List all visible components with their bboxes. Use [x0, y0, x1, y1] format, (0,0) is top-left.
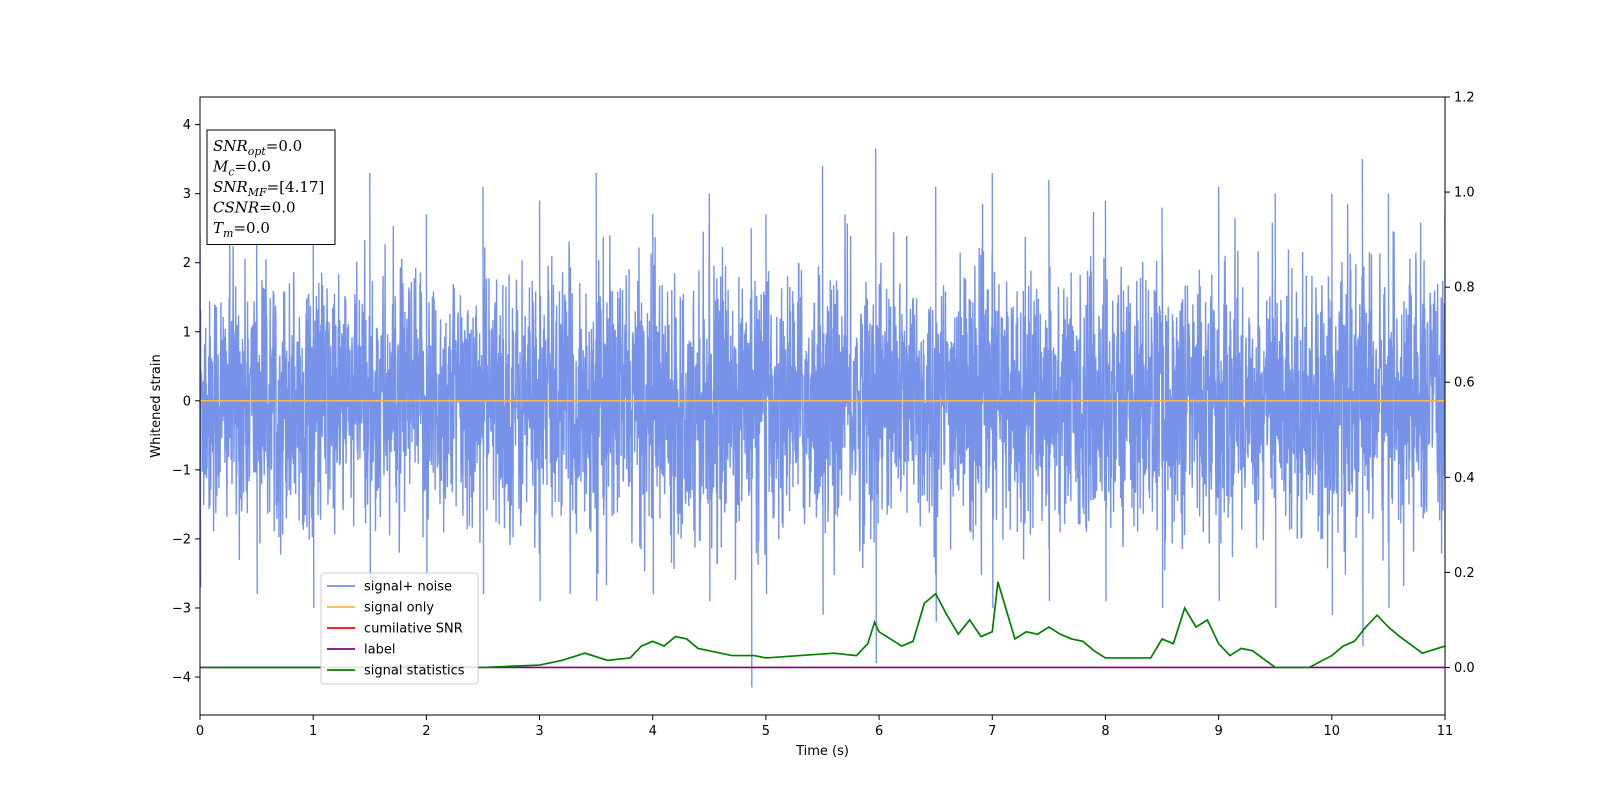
legend-label-label: label [364, 643, 395, 658]
legend-label-signal-only: signal only [364, 601, 434, 616]
x-tick-label: 6 [875, 724, 883, 739]
x-tick-label: 5 [762, 724, 770, 739]
x-tick-label: 11 [1437, 724, 1454, 739]
parameter-line: SNRMF=[4.17] [213, 178, 324, 199]
legend-label-cumilative-snr: cumilative SNR [364, 622, 463, 637]
y-tick-label: 2 [183, 256, 191, 271]
parameter-box [206, 129, 336, 245]
x-tick-label: 3 [535, 724, 543, 739]
y-axis-label: Whitened strain [149, 354, 164, 457]
x-axis-label: Time (s) [795, 744, 849, 759]
x-tick-label: 10 [1324, 724, 1341, 739]
x-tick-label: 7 [988, 724, 996, 739]
y-tick-label: −3 [172, 601, 191, 616]
y-tick-label: −1 [172, 463, 191, 478]
x-tick-label: 4 [649, 724, 657, 739]
y2-tick-label: 0.4 [1454, 471, 1475, 486]
y2-tick-label: 1.2 [1454, 91, 1475, 106]
series-signal-statistics-line [200, 581, 1445, 669]
y2-tick-label: 0.6 [1454, 376, 1475, 391]
y-tick-label: 1 [183, 325, 191, 340]
x-tick-label: 0 [196, 724, 204, 739]
x-tick-label: 9 [1214, 724, 1222, 739]
y2-tick-label: 1.0 [1454, 186, 1475, 201]
x-tick-label: 8 [1101, 724, 1109, 739]
legend-label-signal-statistics: signal statistics [364, 664, 465, 679]
y-tick-label: −2 [172, 532, 191, 547]
y2-tick-label: 0.2 [1454, 566, 1475, 581]
y2-tick-label: 0.8 [1454, 281, 1475, 296]
x-tick-label: 1 [309, 724, 317, 739]
y2-tick-label: 0.0 [1454, 661, 1475, 676]
parameter-line: Tm=0.0 [213, 219, 270, 240]
y-tick-label: 4 [183, 118, 191, 133]
y-tick-label: −4 [172, 671, 191, 686]
parameter-line: Mc=0.0 [212, 158, 271, 179]
parameter-line: CSNR=0.0 [213, 199, 296, 217]
parameter-line: SNRopt=0.0 [213, 137, 302, 158]
legend-label-signal-noise: signal+ noise [364, 580, 452, 595]
y-tick-label: 0 [183, 394, 191, 409]
plot-frame [199, 96, 1446, 716]
legend [320, 572, 479, 685]
x-tick-label: 2 [422, 724, 430, 739]
y-tick-label: 3 [183, 187, 191, 202]
